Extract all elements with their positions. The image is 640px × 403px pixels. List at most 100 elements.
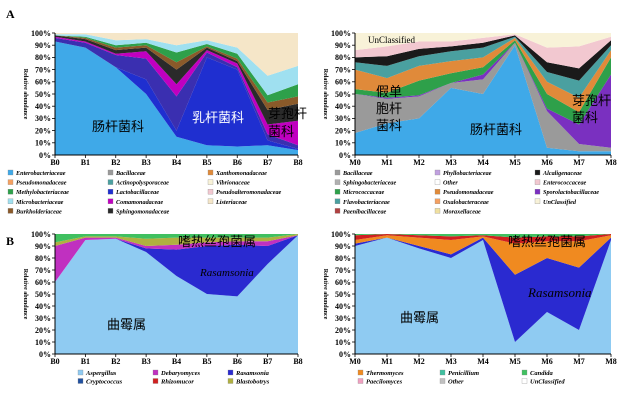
legend-label: Rhizomucor bbox=[160, 379, 194, 386]
legend-swatch bbox=[77, 378, 84, 384]
chart-annotation: 菌科 bbox=[268, 125, 294, 140]
y-tick-label: 0% bbox=[39, 151, 51, 160]
legend-label: Oxalobacteraceae bbox=[443, 199, 489, 206]
series-area-2 bbox=[55, 41, 298, 151]
y-tick-label: 50% bbox=[35, 90, 51, 99]
y-tick-label: 100% bbox=[31, 29, 51, 38]
legend-swatch bbox=[434, 198, 441, 204]
x-tick-label: M8 bbox=[605, 158, 617, 167]
chart-annotation: Rasamsonia bbox=[527, 285, 592, 300]
x-tick-label: B4 bbox=[172, 158, 181, 167]
legend-label: Pseudomonadaceae bbox=[443, 189, 494, 196]
x-tick-label: B0 bbox=[50, 158, 59, 167]
x-tick-label: M6 bbox=[541, 158, 553, 167]
legend-swatch bbox=[207, 198, 214, 204]
y-tick-label: 30% bbox=[35, 314, 51, 323]
legend-label: Bacillaceae bbox=[115, 170, 146, 177]
y-axis-title: Relative abundance bbox=[22, 69, 28, 120]
x-tick-label: M0 bbox=[349, 158, 361, 167]
legend-label: UnClassified bbox=[530, 379, 565, 386]
y-tick-label: 20% bbox=[35, 126, 51, 135]
y-tick-label: 40% bbox=[35, 102, 51, 111]
y-tick-label: 80% bbox=[335, 53, 351, 62]
legend-label: Pseudomonadaceae bbox=[16, 180, 67, 187]
x-tick-label: M6 bbox=[541, 357, 553, 366]
y-axis-title: Relative abundance bbox=[22, 269, 28, 320]
series-area-9 bbox=[55, 33, 298, 76]
legend-label: Paecilomyces bbox=[366, 379, 403, 386]
x-tick-label: B8 bbox=[293, 357, 302, 366]
y-tick-label: 0% bbox=[339, 151, 351, 160]
legend-swatch bbox=[227, 369, 234, 376]
x-tick-label: M7 bbox=[573, 357, 585, 366]
legend-swatch bbox=[107, 208, 114, 214]
y-tick-label: 60% bbox=[335, 78, 351, 87]
chart-annotation: 肠杆菌科 bbox=[92, 120, 144, 135]
chart-annotation: Rasamsonia bbox=[199, 267, 254, 279]
y-tick-label: 90% bbox=[335, 242, 351, 251]
x-tick-label: B6 bbox=[233, 357, 242, 366]
x-tick-label: M0 bbox=[349, 357, 361, 366]
chart-annotation: 菌科 bbox=[376, 119, 402, 134]
legend-label: Micrococcaceae bbox=[342, 189, 384, 196]
x-tick-label: B0 bbox=[50, 357, 59, 366]
legend-swatch bbox=[107, 169, 114, 176]
x-tick-label: M3 bbox=[445, 357, 457, 366]
x-tick-label: B8 bbox=[293, 158, 302, 167]
x-tick-label: M8 bbox=[605, 357, 617, 366]
legend-swatch bbox=[434, 179, 441, 185]
y-tick-label: 70% bbox=[335, 65, 351, 74]
x-tick-label: M1 bbox=[381, 158, 393, 167]
legend-swatch bbox=[334, 179, 341, 185]
legend-label: Flavobacteriaceae bbox=[343, 199, 390, 206]
y-tick-label: 60% bbox=[35, 278, 51, 287]
series-area-1 bbox=[355, 45, 611, 156]
y-tick-label: 50% bbox=[335, 90, 351, 99]
legend-label: Sphingomonadaceae bbox=[116, 208, 170, 215]
y-axis-title: Relative abundance bbox=[322, 269, 328, 320]
y-tick-label: 70% bbox=[35, 266, 51, 275]
y-tick-label: 60% bbox=[35, 78, 51, 87]
legend-label: Burkholderiaceae bbox=[15, 208, 62, 215]
legend-label: Rasamsonia bbox=[235, 370, 270, 377]
legend-swatch bbox=[534, 189, 541, 195]
legend-label: UnClassified bbox=[543, 199, 577, 206]
legend-swatch bbox=[434, 169, 441, 176]
legend-label: Other bbox=[448, 379, 464, 386]
legend-label: Methylobacteriaceae bbox=[15, 189, 69, 196]
x-tick-label: M1 bbox=[381, 357, 393, 366]
legend-swatch bbox=[334, 208, 341, 214]
series-area-4 bbox=[355, 40, 611, 125]
series-area-1 bbox=[355, 237, 611, 354]
legend-swatch bbox=[152, 378, 159, 384]
chart-annotation: 假单 bbox=[376, 85, 402, 100]
legend-swatch bbox=[7, 208, 14, 214]
series-area-2 bbox=[355, 237, 611, 342]
legend-label: Sporolactobacillaceae bbox=[543, 189, 599, 196]
x-tick-label: B5 bbox=[202, 158, 211, 167]
y-tick-label: 70% bbox=[35, 65, 51, 74]
y-tick-label: 10% bbox=[335, 338, 351, 347]
legend-a-right: Bacillaceae Phyllobacteriaceae Alcaligenac… bbox=[334, 169, 599, 215]
legend-swatch bbox=[207, 169, 214, 176]
series-area-3 bbox=[355, 235, 611, 275]
legend-label: Lactobacillaceae bbox=[115, 189, 159, 196]
legend-label: Xanthomonadaceae bbox=[215, 170, 267, 177]
y-tick-label: 40% bbox=[335, 302, 351, 311]
x-tick-label: M3 bbox=[445, 158, 457, 167]
legend-label: Actinopolysporaceae bbox=[115, 180, 169, 187]
series-area-7 bbox=[355, 35, 611, 81]
legend-swatch bbox=[434, 189, 441, 195]
series-area-1 bbox=[55, 235, 298, 354]
legend-swatch bbox=[207, 189, 214, 195]
y-tick-label: 0% bbox=[39, 350, 51, 359]
x-tick-label: B3 bbox=[141, 158, 150, 167]
x-tick-label: B7 bbox=[263, 357, 272, 366]
legend-swatch bbox=[334, 198, 341, 204]
legend-swatch bbox=[534, 169, 541, 176]
chart-b-right: 0% 10% 20% 30% 40% 50% 60% 70% 80% 90% 100% M0 M1 M2 M… bbox=[322, 230, 617, 366]
series-area-3 bbox=[55, 235, 298, 282]
legend-swatch bbox=[107, 198, 114, 204]
legend-swatch bbox=[521, 378, 528, 384]
y-tick-label: 30% bbox=[335, 114, 351, 123]
